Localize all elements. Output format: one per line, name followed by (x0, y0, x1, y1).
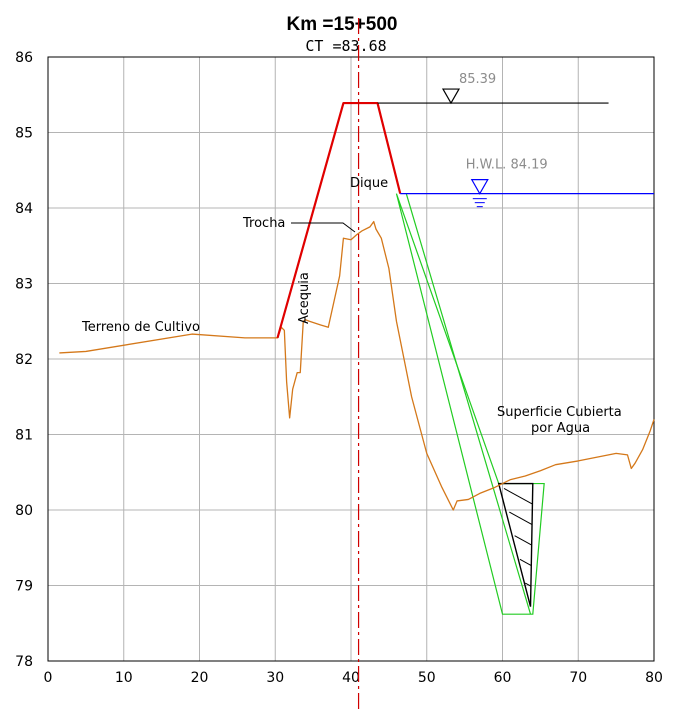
x-tick-label: 60 (494, 670, 512, 686)
hatch-line (509, 511, 533, 526)
annotations: Dique Trocha Acequia Terreno de Cultivo … (81, 176, 622, 436)
hwl-label: H.W.L. 84.19 (466, 158, 548, 173)
seepage-inner-line (405, 193, 532, 615)
hatched-triangle-outline (497, 482, 534, 607)
y-tick-label: 84 (15, 201, 33, 217)
y-tick-label: 86 (15, 50, 33, 66)
water-level-marker-icon (470, 179, 489, 195)
x-tick-label: 50 (418, 670, 436, 686)
y-tick-label: 79 (15, 579, 33, 595)
trocha-label: Trocha (242, 216, 285, 231)
y-tick-label: 83 (15, 277, 33, 293)
section-subtitle: CT =83.68 (305, 37, 386, 55)
y-tick-label: 85 (15, 126, 33, 142)
hatch-line (514, 535, 532, 546)
x-tick-label: 40 (342, 670, 360, 686)
superficie-label-line1: Superficie Cubierta (497, 405, 622, 420)
levee-profile (276, 101, 402, 339)
y-tick-label: 82 (15, 352, 33, 368)
hatch-line (519, 558, 532, 567)
hatch-line (524, 582, 532, 587)
x-tick-label: 70 (569, 670, 587, 686)
x-tick-label: 20 (191, 670, 209, 686)
superficie-label-line2: por Agua (531, 421, 590, 436)
acequia-label: Acequia (297, 272, 312, 324)
water-level-marker-icon (441, 88, 461, 105)
x-tick-label: 0 (44, 670, 53, 686)
section-title: Km =15+500 (287, 14, 398, 35)
terrain-profile (59, 220, 655, 511)
profile-series (59, 101, 655, 511)
y-tick-label: 78 (15, 654, 33, 670)
terreno-label: Terreno de Cultivo (81, 320, 200, 335)
x-axis-ticks: 0 10 20 30 40 50 60 70 80 (44, 670, 663, 686)
seepage-outline (395, 193, 545, 615)
water-levels: 85.39 H.W.L. 84.19 (377, 72, 654, 208)
x-tick-label: 30 (266, 670, 284, 686)
hatch-line (503, 488, 533, 505)
grid (47, 56, 655, 662)
dique-label: Dique (350, 176, 388, 191)
plot-frame (47, 56, 655, 662)
y-tick-label: 81 (15, 428, 33, 444)
crest-level-label: 85.39 (459, 72, 496, 87)
y-tick-label: 80 (15, 503, 33, 519)
y-axis-ticks: 78 79 80 81 82 83 84 85 86 (15, 50, 33, 670)
x-tick-label: 80 (645, 670, 663, 686)
seepage-zone (395, 193, 545, 615)
trocha-leader (291, 222, 356, 233)
x-tick-label: 10 (115, 670, 133, 686)
